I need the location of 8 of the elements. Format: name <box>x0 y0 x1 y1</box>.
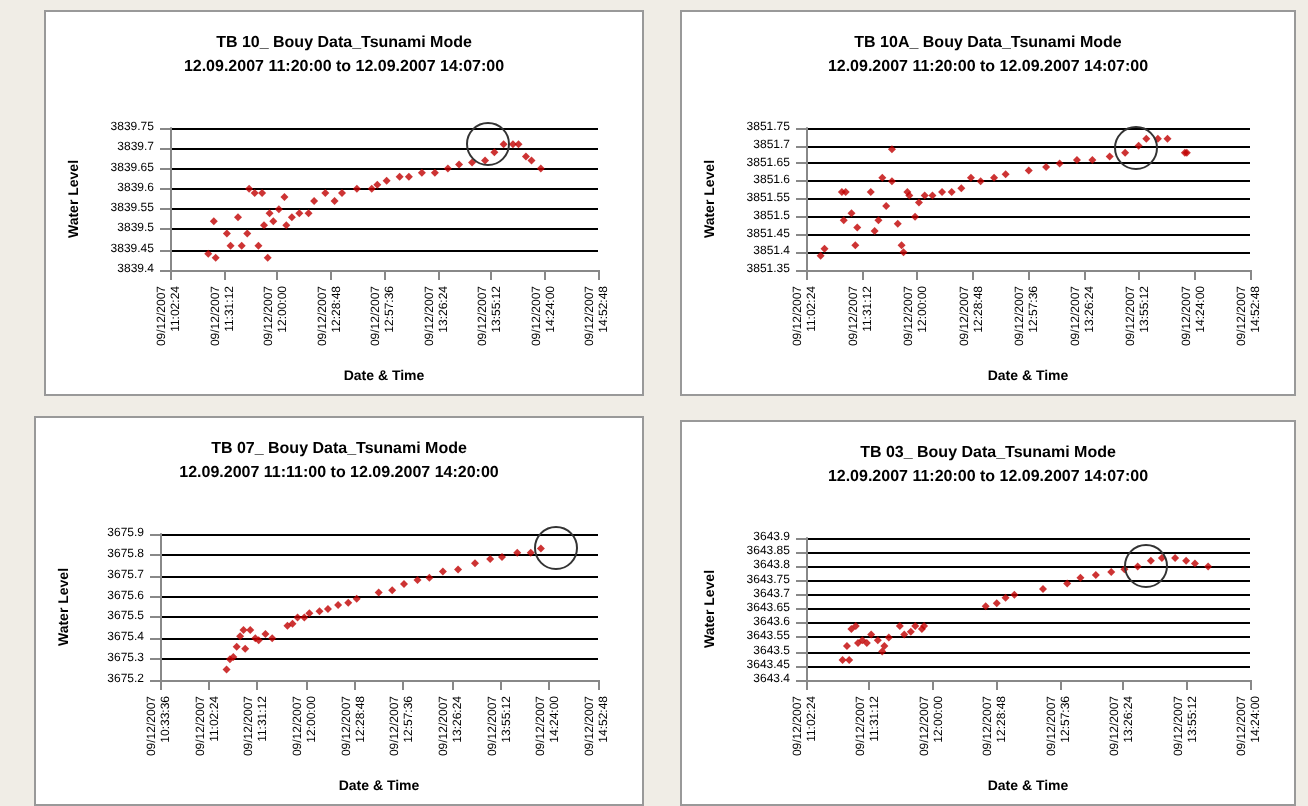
chart-subtitle: 12.09.2007 11:20:00 to 12.09.2007 14:07:00 <box>827 467 1150 485</box>
chart-subtitle: 12.09.2007 11:11:00 to 12.09.2007 14:20:00 <box>179 463 500 481</box>
chart-title: TB 10A_ Bouy Data_Tsunami Mode <box>854 33 1123 51</box>
chart-title: TB 10_ Bouy Data_Tsunami Mode <box>216 33 473 51</box>
chart-title: TB 07_ Bouy Data_Tsunami Mode <box>211 439 468 457</box>
chart-subtitle: 12.09.2007 11:20:00 to 12.09.2007 14:07:00 <box>827 57 1150 75</box>
chart-title: TB 03_ Bouy Data_Tsunami Mode <box>860 443 1117 461</box>
chart-subtitle: 12.09.2007 11:20:00 to 12.09.2007 14:07:00 <box>183 57 506 75</box>
